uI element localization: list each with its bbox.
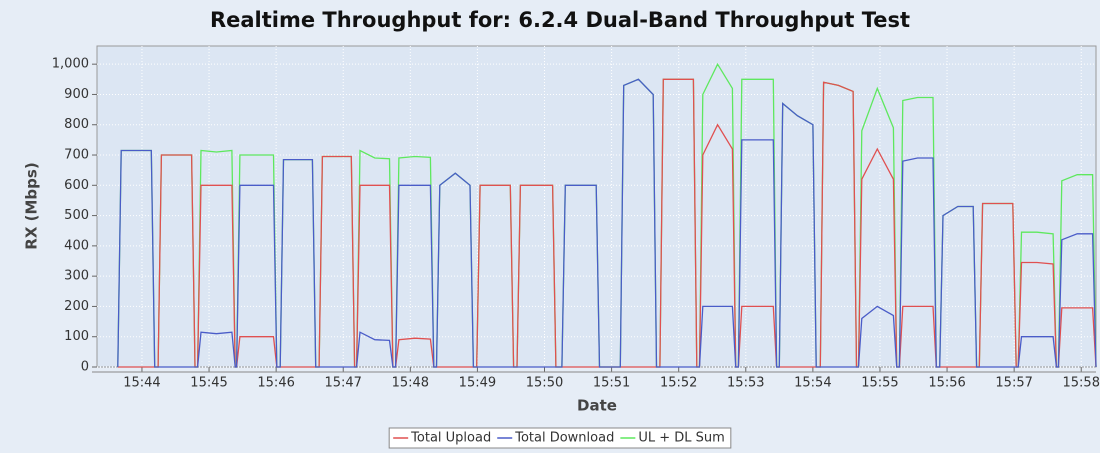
x-tick-label: 15:44 [123,376,160,391]
y-tick-label: 700 [64,148,89,163]
x-tick-label: 15:57 [995,376,1032,391]
legend: Total Upload Total Download UL + DL Sum [388,427,732,449]
x-tick-label: 15:45 [190,376,227,391]
x-tick-label: 15:46 [257,376,294,391]
x-tick-label: 15:54 [794,376,831,391]
x-tick-label: 15:58 [1063,376,1100,391]
x-tick-label: 15:50 [526,376,563,391]
x-axis-label: Date [577,397,617,415]
y-tick-label: 400 [64,238,89,253]
y-tick-label: 900 [64,87,89,102]
y-tick-label: 300 [64,269,89,284]
y-tick-label: 600 [64,178,89,193]
y-tick-label: 1,000 [52,57,89,72]
x-tick-label: 15:48 [392,376,429,391]
y-tick-label: 500 [64,208,89,223]
legend-label: Total Upload [410,431,491,446]
x-tick-label: 15:53 [727,376,764,391]
y-tick-label: 200 [64,299,89,314]
x-tick-label: 15:52 [660,376,697,391]
y-axis-label: RX (Mbps) [23,162,41,249]
x-tick-label: 15:56 [928,376,965,391]
y-tick-label: 0 [81,360,89,375]
y-tick-label: 100 [64,329,89,344]
line-series [117,78,1097,368]
legend-label: UL + DL Sum [638,431,724,446]
x-tick-label: 15:47 [324,376,361,391]
x-tick-label: 15:55 [861,376,898,391]
y-tick-label: 800 [64,117,89,132]
chart-title: Realtime Throughput for: 6.2.4 Dual-Band… [210,8,910,32]
legend-label: Total Download [514,431,614,446]
x-tick-label: 15:49 [459,376,496,391]
legend-box [388,427,732,449]
x-tick-label: 15:51 [593,376,630,391]
